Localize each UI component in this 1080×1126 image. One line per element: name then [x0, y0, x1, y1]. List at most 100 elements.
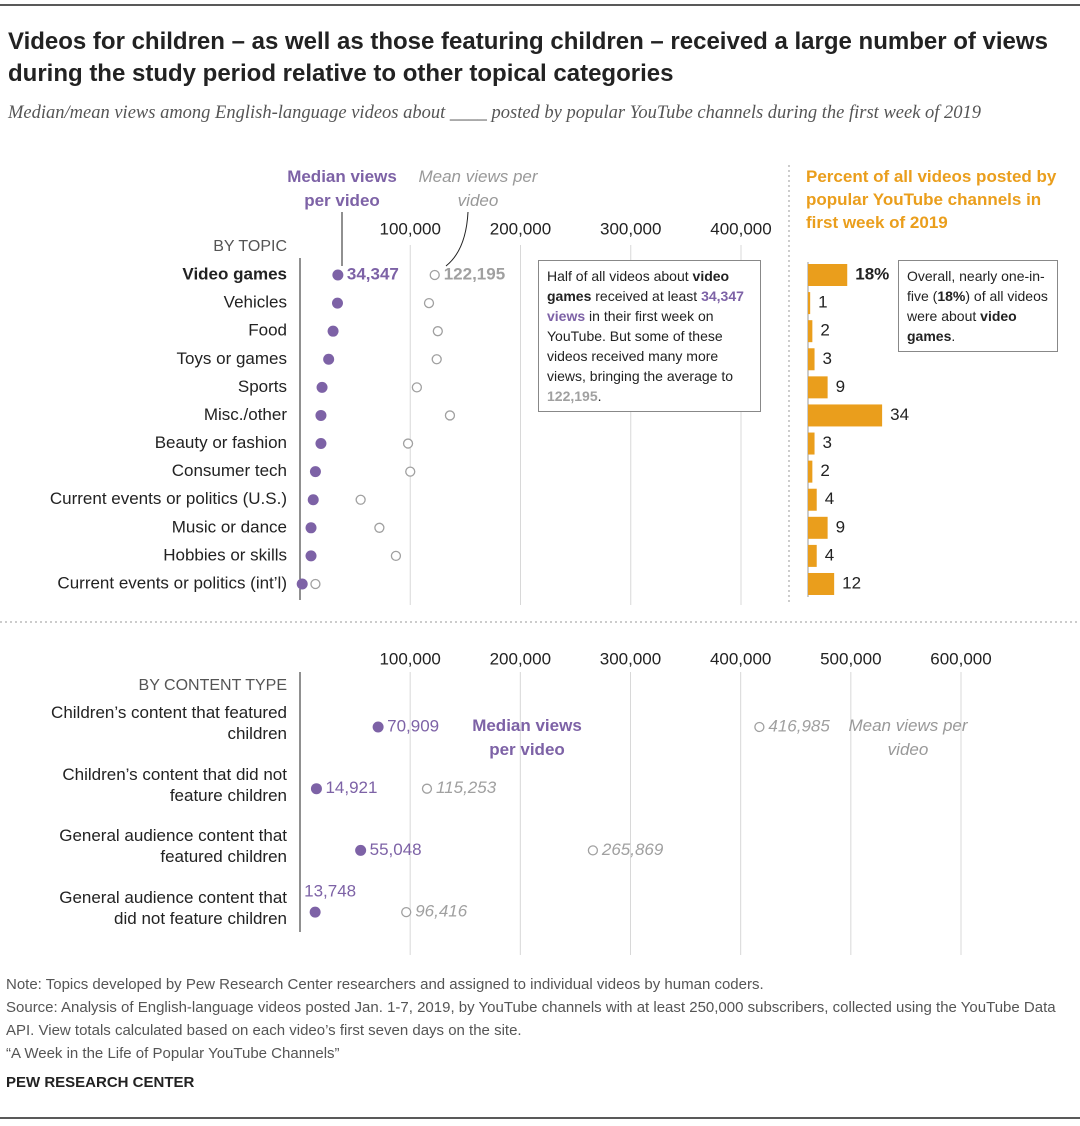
- annotation-text: 34,347 views: [547, 288, 744, 324]
- mean-dot: [423, 297, 435, 309]
- median-dot: [323, 353, 335, 365]
- value-label: 14,921: [325, 778, 377, 797]
- median-dot: [327, 325, 339, 337]
- median-dot: [307, 494, 319, 506]
- x-tick-label: 400,000: [710, 649, 771, 668]
- note: Note: Topics developed by Pew Research C…: [6, 976, 764, 993]
- credit: PEW RESEARCH CENTER: [6, 1074, 195, 1091]
- mean-dot: [405, 466, 416, 477]
- annotation-text: video games: [907, 308, 1017, 344]
- mean-dot: [374, 522, 385, 533]
- mean-dot: [431, 354, 442, 365]
- x-tick-label: 300,000: [600, 219, 661, 238]
- x-tick-label: 600,000: [930, 649, 991, 668]
- median-dot: [331, 297, 343, 309]
- report-title: “A Week in the Life of Popular YouTube C…: [6, 1045, 340, 1062]
- mean-dot: [402, 438, 414, 449]
- mean-dot: [754, 721, 765, 733]
- value-label: 34,347: [347, 264, 399, 283]
- x-tick-label: 200,000: [490, 649, 551, 668]
- category-label: Consumer tech: [172, 461, 287, 480]
- median-dot: [309, 466, 321, 478]
- category-label: Toys or games: [176, 349, 287, 368]
- category-label: Children’s content that featured childre…: [51, 703, 287, 743]
- category-label: Beauty or fashion: [155, 433, 287, 452]
- median-dot: [309, 906, 321, 918]
- mean-dot: [310, 578, 321, 590]
- value-label: 265,869: [601, 840, 664, 859]
- value-label: 115,253: [436, 778, 497, 797]
- median-dot: [310, 783, 322, 795]
- annotation-text: in their first week on YouTube. But some…: [547, 308, 733, 384]
- median-dot: [305, 522, 317, 534]
- legend-label: Median views per video: [287, 167, 397, 210]
- annotation-text: received at least: [591, 288, 702, 304]
- bar: [808, 320, 813, 343]
- value-label: 2: [820, 461, 829, 480]
- annotation-text: 122,195: [547, 388, 598, 404]
- bar: [808, 516, 828, 539]
- value-label: 416,985: [768, 716, 830, 735]
- value-label: 55,048: [370, 840, 422, 859]
- mean-dot: [390, 550, 402, 562]
- annotation-text: ) of all videos were about: [907, 288, 1048, 324]
- bar: [808, 572, 835, 595]
- annotation-text: Overall, nearly one-in-five (: [907, 268, 1045, 304]
- value-label: 3: [823, 349, 832, 368]
- category-label: Sports: [238, 377, 287, 396]
- bar: [808, 460, 813, 483]
- category-label: Children’s content that did not feature …: [62, 764, 287, 805]
- bar: [808, 264, 848, 286]
- value-label: 4: [825, 489, 834, 508]
- value-label: 3: [823, 433, 832, 452]
- mean-dot: [429, 269, 440, 281]
- category-label: Misc./other: [204, 405, 287, 424]
- bar: [808, 348, 815, 371]
- mean-dot: [432, 326, 443, 337]
- bar: [808, 404, 883, 427]
- annotation-text: 18%: [937, 288, 966, 304]
- mean-dot: [421, 783, 433, 794]
- median-dot: [355, 844, 367, 856]
- subtitle: Median/mean views among English-language…: [8, 103, 982, 123]
- x-tick-label: 500,000: [820, 649, 881, 668]
- x-tick-label: 300,000: [600, 649, 661, 668]
- category-label: Current events or politics (int’l): [57, 573, 287, 592]
- value-label: 122,195: [444, 264, 505, 283]
- annotation-text: .: [951, 328, 956, 344]
- category-label: Music or dance: [172, 517, 287, 536]
- mean-dot: [587, 845, 599, 856]
- legend-label: Mean views per video: [418, 167, 538, 210]
- category-label: Vehicles: [224, 293, 287, 312]
- category-label: General audience content that did not fe…: [59, 888, 287, 929]
- median-dot: [296, 578, 308, 590]
- x-tick-label: 100,000: [380, 219, 441, 238]
- source: Source: Analysis of English-language vid…: [6, 999, 1056, 1039]
- value-label: 1: [818, 293, 827, 312]
- bar-chart-title: Percent of all videos posted by popular …: [806, 167, 1057, 232]
- value-label: 34: [890, 405, 909, 424]
- category-label: General audience content that featured c…: [59, 826, 287, 867]
- value-label: 9: [836, 377, 845, 396]
- mean-dot: [401, 906, 412, 918]
- median-dot: [372, 721, 384, 733]
- x-tick-label: 400,000: [710, 219, 771, 238]
- annotation-text: Half of all videos about: [547, 268, 693, 284]
- x-tick-label: 200,000: [490, 219, 551, 238]
- bar: [808, 544, 817, 567]
- annotation-box: Half of all videos about video games rec…: [538, 260, 761, 412]
- mean-dot: [444, 410, 456, 421]
- value-label: 18%: [855, 264, 889, 283]
- bar: [808, 292, 811, 315]
- bar: [808, 432, 815, 455]
- value-label: 70,909: [387, 716, 439, 735]
- legend-label: Median views per video: [472, 716, 582, 759]
- category-label: Current events or politics (U.S.): [50, 489, 287, 508]
- category-label: Food: [248, 321, 287, 340]
- x-tick-label: 100,000: [379, 649, 440, 668]
- legend-label: Mean views per video: [848, 716, 968, 759]
- annotation-text: .: [597, 388, 602, 404]
- value-label: 96,416: [415, 902, 468, 921]
- y-axis-label: BY TOPIC: [213, 238, 287, 255]
